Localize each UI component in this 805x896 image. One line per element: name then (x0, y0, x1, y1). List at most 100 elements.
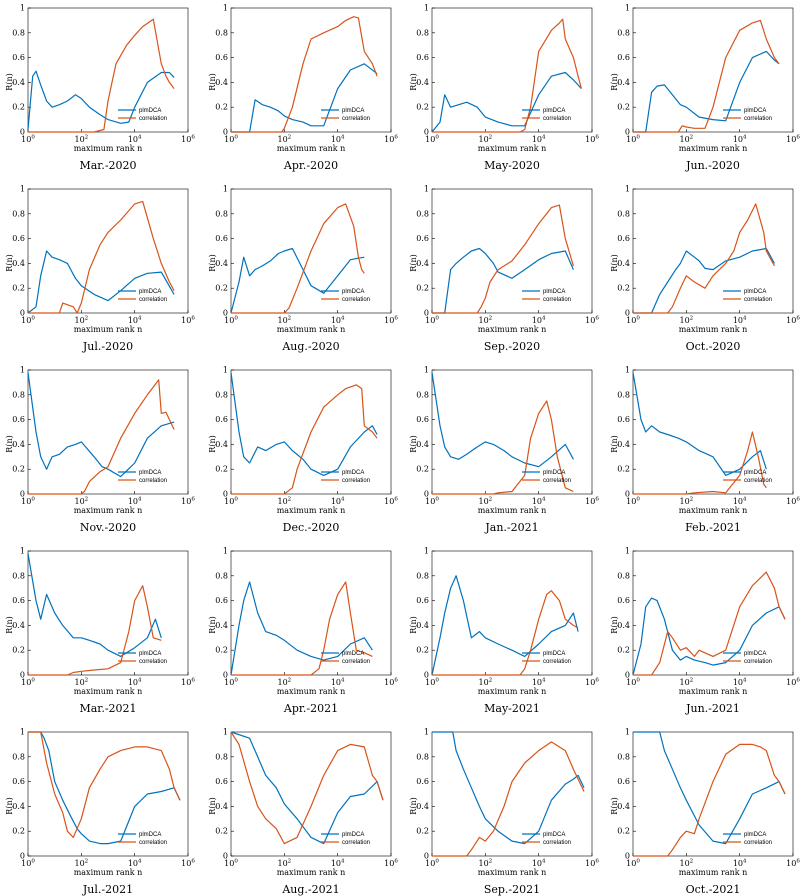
data-point-plmdca (498, 272, 499, 273)
data-point-correlation (511, 260, 512, 261)
data-point-correlation (489, 281, 490, 282)
data-point-plmdca (89, 640, 90, 641)
legend: plmDCA correlation (723, 470, 772, 484)
data-point-plmdca (565, 625, 566, 626)
x-tick-label: 100 (21, 678, 35, 688)
data-point-correlation (364, 273, 365, 274)
data-point-plmdca (712, 665, 713, 666)
data-point-correlation (712, 107, 713, 108)
data-point-plmdca (667, 434, 668, 435)
data-point-plmdca (463, 600, 464, 601)
series-line-plmdca (27, 70, 175, 130)
data-point-correlation (81, 671, 82, 672)
x-tick-label: 104 (331, 497, 345, 507)
y-tick-label: 0.8 (416, 752, 429, 761)
data-point-plmdca (337, 275, 338, 276)
y-tick-label: 0.8 (416, 571, 429, 580)
plot-frame (27, 188, 189, 314)
data-point-plmdca (752, 625, 753, 626)
data-point-plmdca (551, 76, 552, 77)
x-tick-label: 102 (277, 678, 291, 688)
data-point-correlation (161, 750, 162, 751)
chart-panel: 0 0.2 0.4 0.6 0.8 1 100 102 104 106 maximum rank n… (5, 728, 195, 896)
data-point-plmdca (350, 643, 351, 644)
data-point-correlation (493, 493, 494, 494)
data-point-correlation (337, 750, 338, 751)
x-axis-label: maximum rank n (679, 868, 748, 877)
panel-title: Sep.-2021 (484, 883, 540, 896)
data-point-plmdca (498, 831, 499, 832)
panel-title: Jun.-2021 (685, 702, 740, 715)
data-point-correlation (672, 306, 673, 307)
data-point-correlation (694, 492, 695, 493)
data-point-correlation (573, 625, 574, 626)
y-tick-label: 1 (223, 4, 228, 13)
data-point-plmdca (538, 643, 539, 644)
data-point-correlation (565, 238, 566, 239)
y-tick-label: 0 (20, 128, 25, 137)
data-point-correlation (73, 306, 74, 307)
data-point-plmdca (161, 637, 162, 638)
y-tick-label: 0 (625, 671, 630, 680)
data-point-plmdca (479, 806, 480, 807)
data-point-correlation (73, 672, 74, 673)
data-point-plmdca (59, 104, 60, 105)
data-point-plmdca (565, 72, 566, 73)
data-point-correlation (67, 674, 68, 675)
y-tick-label: 0.8 (617, 28, 630, 37)
data-point-plmdca (99, 643, 100, 644)
data-point-correlation (524, 762, 525, 763)
series-line-plmdca (27, 553, 162, 658)
y-tick-label: 0.4 (617, 440, 630, 449)
x-tick-label: 104 (733, 497, 747, 507)
data-point-correlation (519, 131, 520, 132)
data-point-plmdca (632, 372, 633, 373)
data-point-correlation (265, 818, 266, 819)
chart-panel: 0 0.2 0.4 0.6 0.8 1 100 102 104 106 maximum rank n… (409, 366, 599, 535)
series-line-plmdca (431, 71, 582, 133)
y-tick-label: 1 (20, 366, 25, 375)
data-point-plmdca (107, 119, 108, 120)
data-point-plmdca (81, 285, 82, 286)
series-line-correlation (432, 204, 574, 314)
y-tick-label: 0.4 (416, 78, 429, 87)
y-tick-label: 0.2 (12, 827, 25, 836)
x-axis-label: maximum rank n (74, 144, 143, 153)
data-point-correlation (230, 131, 231, 132)
data-point-plmdca (725, 475, 726, 476)
legend: plmDCA correlation (522, 108, 571, 122)
data-point-correlation (310, 806, 311, 807)
data-point-correlation (310, 38, 311, 39)
data-point-correlation (659, 662, 660, 663)
data-point-plmdca (73, 637, 74, 638)
y-tick-label: 0.6 (416, 53, 429, 62)
data-point-plmdca (766, 612, 767, 613)
x-axis-label: maximum rank n (478, 868, 547, 877)
data-point-plmdca (672, 650, 673, 651)
x-tick-label: 104 (128, 678, 142, 688)
y-tick-label: 0.6 (12, 777, 25, 786)
data-point-plmdca (161, 791, 162, 792)
data-point-correlation (120, 219, 121, 220)
legend-label: plmDCA (342, 108, 364, 114)
x-tick-label: 100 (626, 859, 640, 869)
y-tick-label: 0.8 (12, 571, 25, 580)
y-tick-label: 0.8 (617, 752, 630, 761)
data-point-plmdca (107, 469, 108, 470)
y-tick-label: 0 (424, 309, 429, 318)
data-point-plmdca (134, 107, 135, 108)
data-point-plmdca (675, 269, 676, 270)
data-point-correlation (62, 812, 63, 813)
data-point-plmdca (477, 107, 478, 108)
x-axis-label: maximum rank n (679, 506, 748, 515)
data-point-plmdca (147, 637, 148, 638)
y-tick-label: 0.2 (12, 284, 25, 293)
legend-label: correlation (342, 478, 370, 484)
legend-label: plmDCA (744, 651, 766, 657)
series-line-plmdca (27, 372, 175, 478)
data-point-plmdca (450, 107, 451, 108)
x-tick-label: 100 (425, 316, 439, 326)
data-point-plmdca (672, 94, 673, 95)
data-point-correlation (739, 606, 740, 607)
data-point-correlation (142, 201, 143, 202)
